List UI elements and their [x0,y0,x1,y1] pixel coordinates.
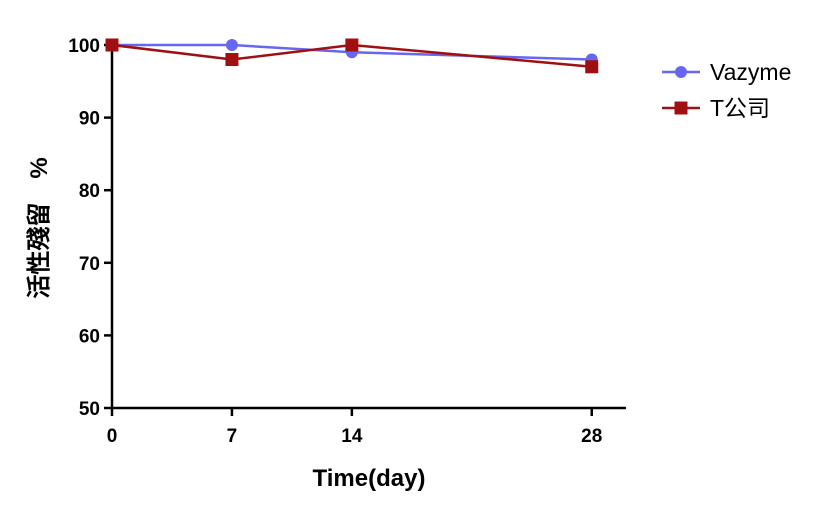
y-axis-title: 活性殘留 % [25,157,53,298]
data-point [225,53,239,67]
data-point [225,39,238,51]
series-layer [105,38,599,74]
x-tick-label: 0 [107,426,118,447]
legend-label: T公司 [710,95,770,121]
legend: Vazyme T公司 [662,59,791,121]
data-point [345,38,359,52]
data-point [105,38,119,52]
legend-label: Vazyme [710,59,791,85]
x-ticks: 0 7 14 28 [107,408,602,447]
x-tick-label: 28 [581,426,602,447]
x-tick-label: 14 [341,426,363,447]
y-ticks: 50 60 70 80 90 100 [68,36,112,420]
y-tick-label: 90 [79,109,100,130]
x-tick-label: 7 [227,426,238,447]
legend-marker [674,101,688,115]
y-tick-label: 50 [79,399,100,420]
data-point [585,60,599,74]
y-tick-label: 70 [79,254,100,275]
series-line-2 [111,43,592,69]
y-tick-label: 100 [68,36,100,57]
legend-marker [675,66,687,78]
y-tick-label: 80 [79,181,100,202]
y-tick-label: 60 [79,326,100,347]
x-axis-title: Time(day) [313,465,426,492]
axes [110,45,626,410]
